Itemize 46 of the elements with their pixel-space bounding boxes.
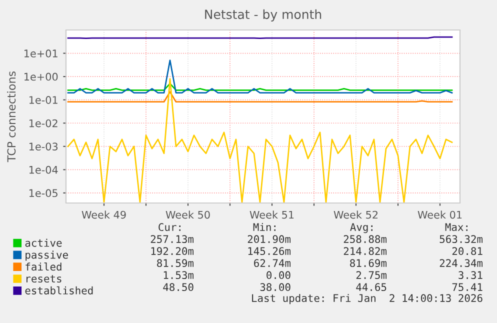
- y-tick-label: 1e+00: [24, 72, 58, 81]
- text: 1.53m: [164, 271, 194, 280]
- x-tick-label: Week 01: [418, 210, 462, 219]
- x-tick-label: Week 51: [250, 210, 294, 219]
- x-tick-label: Week 52: [334, 210, 378, 219]
- text: 75.41: [452, 283, 482, 292]
- y-tick-label: 1e-04: [29, 166, 58, 174]
- text: Last update: Fri Jan 2 14:00:13 2026: [252, 294, 482, 304]
- legend-label: failed: [26, 262, 62, 271]
- text: 20.81: [452, 247, 482, 256]
- text: 214.82m: [344, 247, 387, 256]
- text: 0.00: [266, 271, 290, 280]
- line-series: [67, 78, 453, 203]
- text: 81.69m: [350, 259, 387, 268]
- text: 81.59m: [157, 259, 194, 268]
- text: 224.34m: [440, 259, 483, 268]
- y-tick-label: 1e-01: [29, 96, 58, 104]
- y-tick-label: 1e-03: [29, 142, 58, 150]
- text: 257.13m: [150, 235, 194, 244]
- text: 192.20m: [151, 247, 194, 256]
- text: 563.32m: [440, 235, 483, 244]
- text: Cur:: [158, 223, 180, 232]
- y-axis-title: TCP connections: [7, 71, 16, 162]
- y-tick-label: 1e+01: [24, 50, 58, 58]
- text: 3.31: [458, 271, 482, 280]
- text: 38.00: [260, 283, 290, 292]
- text: 2.75m: [356, 271, 387, 280]
- text: Min:: [253, 222, 276, 231]
- legend-label: active: [25, 238, 62, 247]
- text: 48.50: [163, 283, 194, 292]
- text: 201.90m: [248, 235, 291, 244]
- text: Max:: [445, 223, 468, 232]
- legend-label: passive: [26, 250, 68, 261]
- y-tick-label: 1e-05: [29, 189, 58, 198]
- x-tick-label: Week 49: [82, 210, 126, 219]
- line-series: [67, 60, 453, 94]
- text: 62.74m: [254, 259, 291, 268]
- x-tick-label: Week 50: [166, 210, 210, 219]
- legend-label: resets: [26, 275, 62, 283]
- chart-title: Netstat - by month: [205, 9, 322, 22]
- text: Avg:: [350, 223, 372, 234]
- y-tick-label: 1e-02: [29, 119, 58, 128]
- text: 258.88m: [344, 235, 387, 244]
- legend-label: established: [25, 286, 93, 294]
- text: 44.65: [356, 283, 386, 292]
- text: 145.26m: [248, 247, 291, 256]
